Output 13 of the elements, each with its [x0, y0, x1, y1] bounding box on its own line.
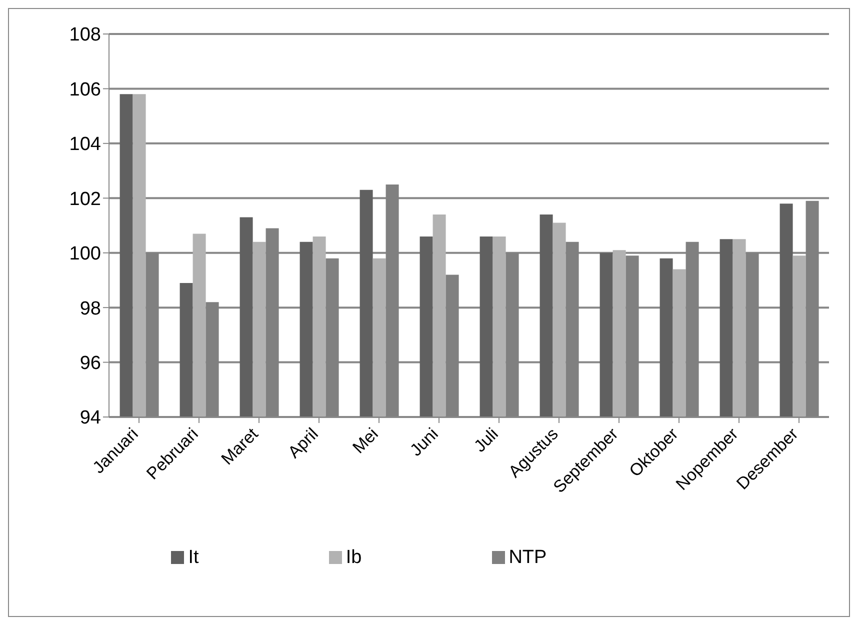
- y-tick-label: 96: [80, 353, 101, 374]
- legend-label: It: [188, 547, 199, 568]
- y-tick-label: 94: [80, 408, 102, 429]
- legend-label: NTP: [508, 547, 547, 568]
- legend-label: Ib: [346, 547, 362, 568]
- y-tick-label: 102: [69, 188, 101, 210]
- y-tick-label: 108: [69, 24, 101, 46]
- y-tick-label: 104: [69, 134, 102, 156]
- y-tick-label: 98: [80, 298, 101, 320]
- x-tick-label: Mei: [349, 424, 382, 458]
- x-tick-label: Juli: [470, 424, 502, 456]
- y-tick-label: 106: [69, 79, 101, 100]
- y-tick-label: 100: [69, 244, 101, 265]
